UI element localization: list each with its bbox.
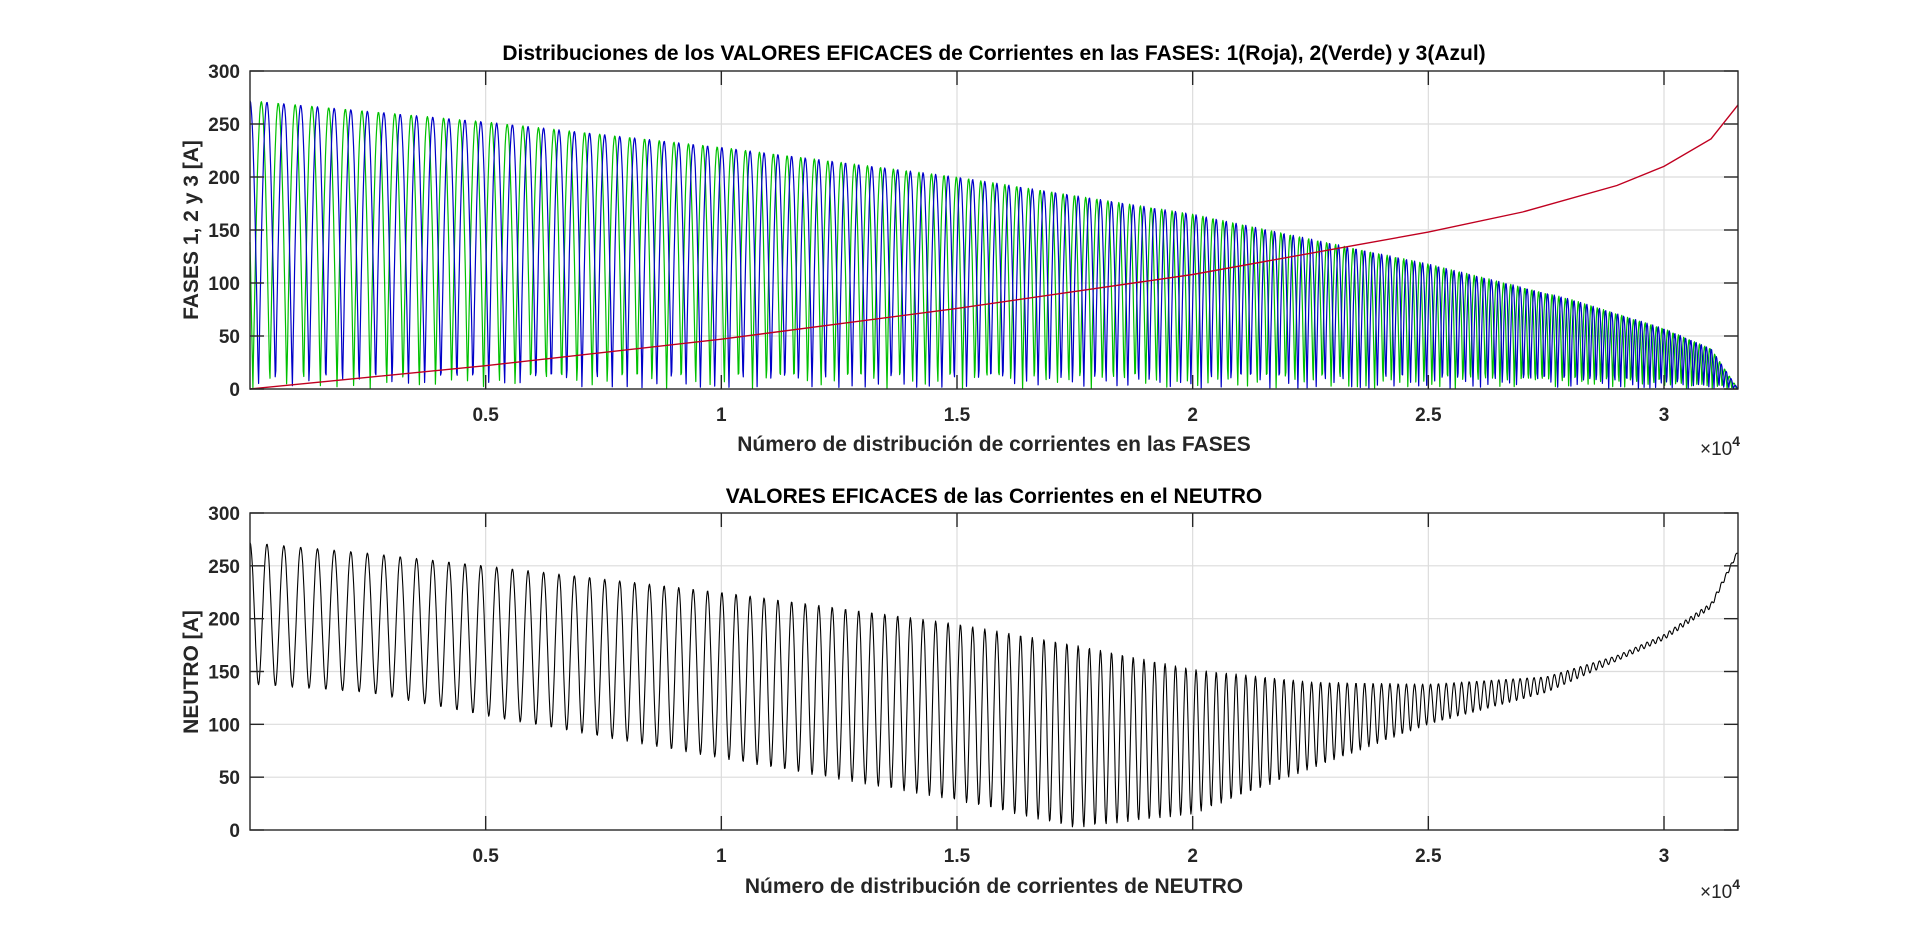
- x-tick-label: 3: [1659, 405, 1670, 426]
- phases-axes[interactable]: Distribuciones de los VALORES EFICACES d…: [180, 42, 1740, 460]
- x-tick-label: 2.5: [1415, 846, 1442, 867]
- x-tick-label: 2: [1187, 405, 1198, 426]
- neutral-x-exponent: ×104: [1700, 876, 1740, 903]
- neutral-grid: [250, 513, 1738, 830]
- series-line: [249, 104, 1739, 390]
- y-tick-label: 200: [208, 610, 240, 631]
- y-tick-label: 50: [219, 327, 240, 348]
- y-tick-label: 100: [208, 274, 240, 295]
- y-tick-label: 250: [208, 557, 240, 578]
- y-tick-label: 150: [208, 221, 240, 242]
- neutral-title: VALORES EFICACES de las Corrientes en el…: [726, 485, 1262, 508]
- phases-plot-lines: [249, 100, 1739, 390]
- x-tick-label: 2: [1187, 846, 1198, 867]
- neutral-x-axis-label: Número de distribución de corrientes de …: [745, 875, 1243, 898]
- phases-x-exponent: ×104: [1700, 433, 1740, 460]
- y-tick-label: 150: [208, 663, 240, 684]
- neutral-y-axis-label: NEUTRO [A]: [180, 610, 203, 734]
- x-tick-label: 0.5: [472, 846, 499, 867]
- phases-title: Distribuciones de los VALORES EFICACES d…: [502, 42, 1485, 65]
- y-tick-label: 0: [229, 380, 240, 401]
- x-tick-label: 3: [1659, 846, 1670, 867]
- y-tick-label: 300: [208, 62, 240, 83]
- y-tick-label: 250: [208, 115, 240, 136]
- phases-x-axis-label: Número de distribución de corrientes en …: [737, 433, 1250, 456]
- x-tick-label: 1.5: [944, 846, 971, 867]
- neutral-plot-line: [249, 542, 1739, 828]
- y-tick-label: 300: [208, 504, 240, 525]
- x-tick-label: 1.5: [944, 405, 971, 426]
- y-tick-label: 200: [208, 168, 240, 189]
- series-line: [249, 100, 1739, 390]
- x-tick-label: 1: [716, 405, 727, 426]
- phases-y-axis-label: FASES 1, 2 y 3 [A]: [180, 140, 203, 320]
- y-tick-label: 0: [229, 821, 240, 842]
- x-tick-label: 1: [716, 846, 727, 867]
- phases-ticks: 0.5 1 1.5 2 2.5 3 0 50 100 150 200 250 300: [208, 62, 1738, 426]
- neutral-ticks: 0.5 1 1.5 2 2.5 3 0 50 100 150 200 250 300: [208, 504, 1738, 867]
- y-tick-label: 50: [219, 768, 240, 789]
- x-tick-label: 0.5: [472, 405, 499, 426]
- y-tick-label: 100: [208, 715, 240, 736]
- x-tick-label: 2.5: [1415, 405, 1442, 426]
- neutral-axes[interactable]: VALORES EFICACES de las Corrientes en el…: [180, 485, 1740, 903]
- series-line: [249, 542, 1739, 828]
